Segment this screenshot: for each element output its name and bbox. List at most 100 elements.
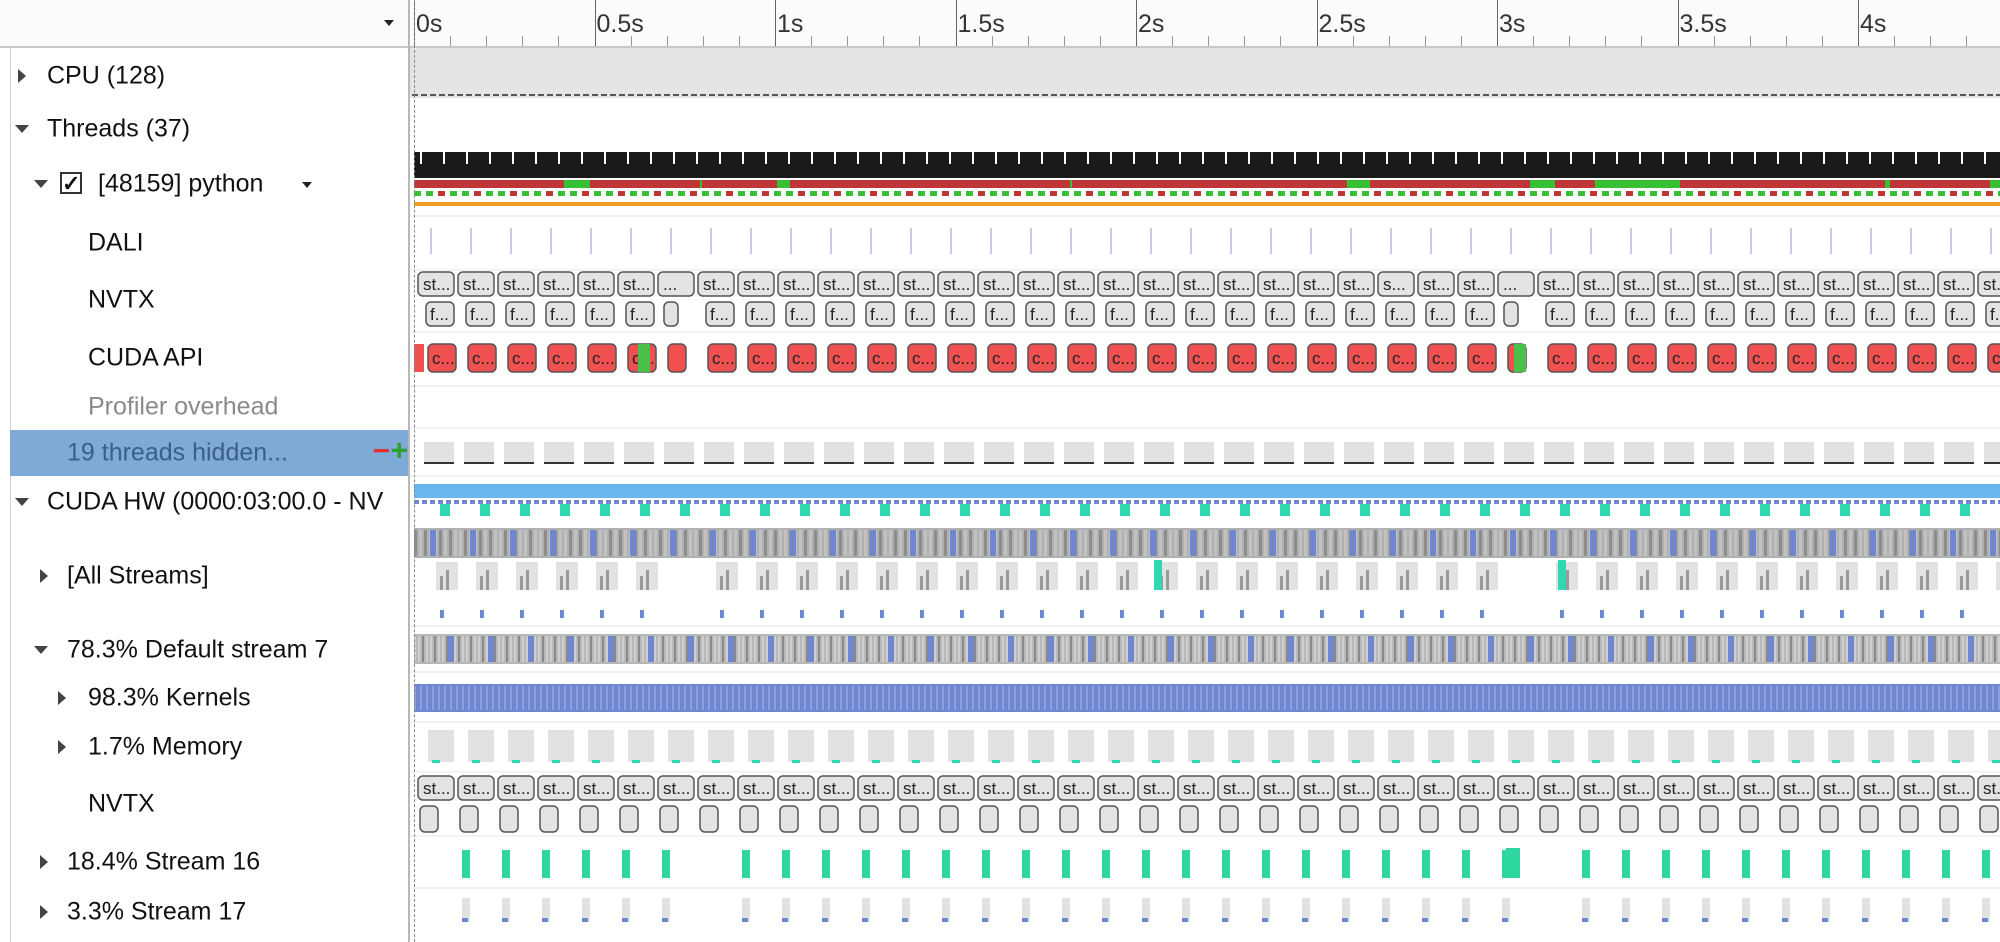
row-threads[interactable]: Threads (37) xyxy=(10,106,408,152)
stream-17-activity xyxy=(1222,898,1230,922)
hide-thread-button[interactable]: − xyxy=(372,434,390,468)
stream-nvtx-sub-range xyxy=(1259,805,1279,833)
gpu-util-sample xyxy=(1958,500,1963,504)
cuda-api-call xyxy=(1307,343,1337,373)
gpu-util-sample xyxy=(1942,500,1947,504)
row-stream-17[interactable]: 3.3% Stream 17 xyxy=(10,888,408,936)
all-streams-kernel xyxy=(1926,570,1929,590)
collapse-threads-icon[interactable] xyxy=(15,125,29,133)
cpu-usage-mark xyxy=(952,94,958,96)
row-stream-16[interactable]: 18.4% Stream 16 xyxy=(10,836,408,888)
all-streams-event xyxy=(1154,560,1162,590)
collapse-default-stream-icon[interactable] xyxy=(34,646,48,654)
default-stream-mark xyxy=(1274,636,1276,662)
default-stream-mark xyxy=(1918,636,1920,662)
cpu-usage-mark xyxy=(1402,94,1408,96)
row-cpu[interactable]: CPU (128) xyxy=(10,46,408,106)
kernels-mark xyxy=(1218,686,1220,710)
nvtx-top-range xyxy=(497,271,535,297)
row-nvtx[interactable]: NVTX xyxy=(10,270,408,330)
stream-nvtx-label: st... xyxy=(1863,779,1890,798)
expand-all-streams-icon[interactable] xyxy=(40,569,48,583)
kernels-mark xyxy=(966,686,968,710)
default-stream-mark xyxy=(1190,636,1192,662)
cpu-usage-mark xyxy=(943,94,949,96)
stream-nvtx-label: st... xyxy=(1983,779,2000,798)
row-stream-nvtx[interactable]: NVTX xyxy=(10,772,408,836)
default-stream-kernel xyxy=(1608,636,1614,662)
nvtx-top-range xyxy=(1217,271,1255,297)
default-stream-mark xyxy=(522,636,524,662)
nvtx-bottom-range xyxy=(745,301,775,327)
gpu-kernel-mark xyxy=(979,530,982,556)
row-profiler-overhead[interactable]: Profiler overhead xyxy=(10,386,408,428)
stream-17-kernel xyxy=(1822,918,1828,922)
stream-nvtx-range xyxy=(417,775,455,801)
default-stream-mark xyxy=(674,636,676,662)
kernels-mark xyxy=(1698,686,1700,710)
default-stream-mark xyxy=(1590,636,1592,662)
collapse-cuda-hw-icon[interactable] xyxy=(15,498,29,506)
cuda-api-label: c... xyxy=(1552,349,1575,368)
nvtx-top-label: st... xyxy=(583,275,610,294)
row-default-stream[interactable]: 78.3% Default stream 7 xyxy=(10,626,408,674)
stream-17-kernel xyxy=(942,918,948,922)
gpu-memory-activity xyxy=(1080,504,1090,516)
stream-16-kernel xyxy=(1982,850,1990,878)
nvtx-bottom-label: f... xyxy=(1190,305,1209,324)
thread-sample-mark xyxy=(1446,191,1453,196)
stream-nvtx-sub-range xyxy=(1299,805,1319,833)
thread-activity-gap xyxy=(1915,152,1917,164)
row-process[interactable]: ✓ [48159] python xyxy=(10,152,408,216)
stream-nvtx-label: st... xyxy=(1903,779,1930,798)
row-dali[interactable]: DALI xyxy=(10,216,408,270)
show-threads-button[interactable]: + xyxy=(390,434,408,468)
process-checkbox[interactable]: ✓ xyxy=(60,171,82,196)
collapse-process-icon[interactable] xyxy=(34,180,48,188)
row-cuda-hw[interactable]: CUDA HW (0000:03:00.0 - NV xyxy=(10,478,408,526)
default-stream-mark xyxy=(698,636,700,662)
row-all-streams[interactable]: [All Streams] xyxy=(10,526,408,626)
time-ruler[interactable]: 0s 0.5s 1s 1.5s 2s 2.5s 3s 3.5s 4s xyxy=(410,0,2000,48)
memory-transfer xyxy=(672,760,680,763)
default-stream-mark xyxy=(1794,636,1796,662)
kernels-mark xyxy=(1770,686,1772,710)
thread-activity-gap xyxy=(1938,152,1940,164)
tree-header-dropdown-icon[interactable] xyxy=(384,20,394,26)
thread-sample-mark xyxy=(1074,191,1081,196)
expand-stream-17-icon[interactable] xyxy=(40,905,48,919)
ruler-label: 4s xyxy=(1860,10,1887,38)
gpu-util-sample xyxy=(550,500,555,504)
row-kernels[interactable]: 98.3% Kernels xyxy=(10,674,408,722)
default-stream-mark xyxy=(1362,636,1364,662)
hidden-thread-activity xyxy=(904,442,934,464)
default-stream-kernel xyxy=(928,636,934,662)
default-stream-mark xyxy=(430,636,432,662)
process-menu-icon[interactable] xyxy=(302,182,312,188)
row-cuda-api[interactable]: CUDA API xyxy=(10,330,408,386)
default-stream-mark xyxy=(1138,636,1140,662)
gpu-util-sample xyxy=(598,500,603,504)
expand-kernels-icon[interactable] xyxy=(58,691,66,705)
timeline-view[interactable]: st... f... st... f... st... f... st... f... st..… xyxy=(410,0,2000,942)
gpu-kernel-mark xyxy=(569,530,572,556)
stream-nvtx-label: st... xyxy=(1783,779,1810,798)
expand-memory-icon[interactable] xyxy=(58,740,66,754)
row-memory[interactable]: 1.7% Memory xyxy=(10,722,408,772)
thread-sample-mark xyxy=(1650,191,1657,196)
default-stream-mark xyxy=(1242,636,1244,662)
row-hidden-threads[interactable]: 19 threads hidden... − + xyxy=(10,430,408,476)
cuda-api-call xyxy=(1827,343,1857,373)
kernels-mark xyxy=(1368,686,1370,710)
cpu-usage-mark xyxy=(745,94,751,96)
timeline-tracks[interactable]: st...f...st...f...st...f...st...f...st..… xyxy=(410,0,2000,942)
expand-cpu-icon[interactable] xyxy=(18,69,26,83)
expand-stream-16-icon[interactable] xyxy=(40,855,48,869)
cpu-usage-mark xyxy=(1546,94,1552,96)
stream-nvtx-label: st... xyxy=(1463,779,1490,798)
gpu-kernel-mark xyxy=(1609,530,1612,556)
default-stream-mark xyxy=(950,636,952,662)
cpu-usage-mark xyxy=(592,94,598,96)
gpu-kernel-mark xyxy=(1739,530,1742,556)
thread-sample-mark xyxy=(1482,191,1489,196)
